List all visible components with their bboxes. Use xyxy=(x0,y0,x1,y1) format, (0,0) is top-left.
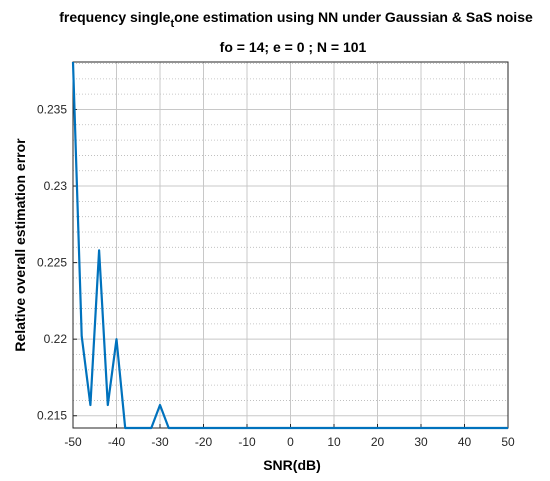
y-tick-label: 0.23 xyxy=(44,179,68,193)
x-tick-label: 10 xyxy=(327,435,341,449)
chart-subtitle: fo = 14; e = 0 ; N = 101 xyxy=(220,39,367,55)
x-tick-label: 30 xyxy=(414,435,428,449)
x-tick-label: 0 xyxy=(287,435,294,449)
x-tick-label: 20 xyxy=(371,435,385,449)
x-tick-label: 40 xyxy=(458,435,472,449)
y-axis: 0.215 0.22 0.225 0.23 0.235 xyxy=(37,102,77,423)
chart-title: frequency singletone estimation using NN… xyxy=(59,9,533,30)
y-tick-label: 0.215 xyxy=(37,409,67,423)
x-axis: -50 -40 -30 -20 -10 0 10 20 30 40 50 xyxy=(64,424,515,449)
x-tick-label: 50 xyxy=(501,435,515,449)
x-tick-label: -10 xyxy=(238,435,256,449)
x-tick-label: -20 xyxy=(195,435,213,449)
x-tick-label: -30 xyxy=(151,435,169,449)
chart-title-main: frequency single xyxy=(59,9,170,25)
grid xyxy=(72,62,509,428)
chart-title-subscript: t xyxy=(170,18,174,30)
y-tick-label: 0.225 xyxy=(37,256,67,270)
chart-title-rest: one estimation using NN under Gaussian &… xyxy=(174,9,533,25)
y-tick-label: 0.235 xyxy=(37,102,67,116)
x-tick-label: -40 xyxy=(108,435,126,449)
y-tick-label: 0.22 xyxy=(44,332,68,346)
data-points xyxy=(72,61,509,429)
x-tick-label: -50 xyxy=(64,435,82,449)
x-axis-label: SNR(dB) xyxy=(263,457,321,473)
y-axis-label: Relative overall estimation error xyxy=(12,138,28,352)
